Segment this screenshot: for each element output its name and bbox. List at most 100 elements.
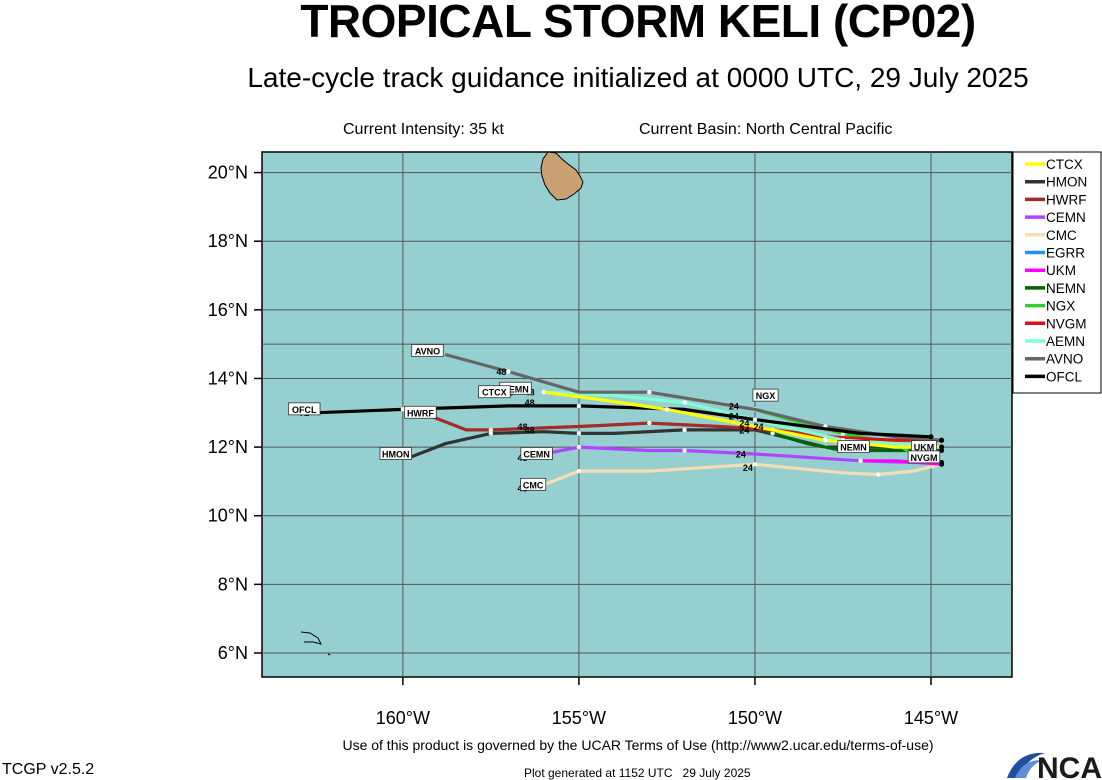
lon-tick-label: 160°W xyxy=(376,708,430,728)
lat-tick-label: 6°N xyxy=(218,643,248,663)
track-point xyxy=(682,448,687,453)
legend-label: NEMN xyxy=(1046,281,1086,296)
legend-label: UKM xyxy=(1046,263,1076,278)
track-point xyxy=(576,431,582,436)
track-label-box xyxy=(411,344,444,357)
hour-label: 48 xyxy=(525,398,535,408)
version-label: TCGP v2.5.2 xyxy=(2,761,95,778)
hour-label: 24 xyxy=(729,401,739,411)
hour-label: 48 xyxy=(496,367,506,377)
big-island-landmass xyxy=(540,151,584,201)
map-ocean xyxy=(261,151,1013,678)
track-label-box xyxy=(520,477,547,491)
legend-label: AEMN xyxy=(1046,334,1085,349)
track-point xyxy=(576,468,582,474)
model-tracks xyxy=(314,352,945,487)
track-point xyxy=(858,458,863,464)
lat-tick-label: 12°N xyxy=(208,437,248,457)
lat-tick-label: 16°N xyxy=(208,300,248,320)
track-label-ctcx: CTCX xyxy=(478,385,511,399)
track-ctcx xyxy=(543,390,942,449)
legend-item-hmon: HMON xyxy=(1025,175,1087,190)
legend-box xyxy=(1012,151,1102,394)
track-label-box xyxy=(404,405,437,419)
track-label-text: HWRF xyxy=(407,408,434,418)
track-label-text: NEMN xyxy=(840,443,867,453)
track-origin-point xyxy=(939,448,945,454)
track-cmc xyxy=(543,462,942,487)
ncar-logo-text: NCAR xyxy=(1037,752,1102,780)
track-label-hmon: HMON xyxy=(379,447,413,460)
legend-item-egrr: EGRR xyxy=(1025,246,1085,261)
legend-item-aemn: AEMN xyxy=(1025,334,1085,349)
track-label-text: NVGM xyxy=(910,453,937,463)
terms-of-use: Use of this product is governed by the U… xyxy=(342,737,934,753)
hour-label: 48 xyxy=(518,422,528,432)
track-label-cemn: CEMN xyxy=(520,447,553,460)
track-label-text: CMC xyxy=(523,480,544,490)
legend-item-ukm: UKM xyxy=(1025,263,1076,278)
track-label-box xyxy=(837,440,870,453)
track-label-nemn: NEMN xyxy=(837,440,870,453)
axis-tick-labels: 160°W 155°W 150°W 145°W 20°N 18°N 16°N 14°N 12°N… xyxy=(208,163,958,728)
track-label-cmc: CMC xyxy=(520,477,547,491)
track-point xyxy=(752,462,758,467)
small-island-outline xyxy=(300,631,322,645)
track-point xyxy=(506,369,511,374)
track-label-text: CEMN xyxy=(523,449,550,459)
track-label-box xyxy=(907,450,941,464)
legend-label: CMC xyxy=(1046,228,1077,243)
track-point xyxy=(664,407,670,412)
track-label-box xyxy=(288,402,321,416)
legend-item-ctcx: CTCX xyxy=(1025,157,1083,172)
track-point xyxy=(823,438,828,443)
track-label-text: OFCL xyxy=(292,405,317,415)
track-origin-point xyxy=(939,461,945,467)
hour-label: 24 xyxy=(753,422,763,432)
legend-item-cmc: CMC xyxy=(1025,228,1077,243)
track-label-ngx: NGX xyxy=(752,388,779,402)
small-island-dot xyxy=(327,653,331,656)
track-label-nvgm: NVGM xyxy=(907,450,941,464)
legend-item-nemn: NEMN xyxy=(1025,281,1086,296)
lat-tick-label: 18°N xyxy=(208,231,248,251)
track-point xyxy=(770,431,775,436)
lat-tick-label: 8°N xyxy=(218,574,248,594)
hour-label: 24 xyxy=(743,463,753,473)
track-label-box xyxy=(478,385,511,399)
lat-tick-label: 14°N xyxy=(208,368,248,388)
lat-tick-label: 10°N xyxy=(208,506,248,526)
track-point xyxy=(576,444,582,450)
hour-label: 24 xyxy=(739,419,749,429)
legend-label: NGX xyxy=(1046,299,1075,314)
track-point xyxy=(576,403,582,409)
track-label-text: NGX xyxy=(756,391,776,401)
current-intensity: Current Intensity: 35 kt xyxy=(343,121,504,138)
track-point xyxy=(400,407,406,412)
model-legend: CTCX HMON HWRF CEMN CMC EGRR UKM NEMN NGX NVGM AEM… xyxy=(1012,151,1102,394)
lat-tick-label: 20°N xyxy=(208,163,248,183)
track-label-text: AEMN xyxy=(502,384,529,394)
legend-item-ngx: NGX xyxy=(1025,299,1075,314)
track-label-hwrf: HWRF xyxy=(404,405,437,419)
legend-label: NVGM xyxy=(1046,316,1087,331)
hour-label: 24 xyxy=(739,425,749,435)
track-origin-point xyxy=(928,434,934,440)
hour-label: 24 xyxy=(729,412,739,422)
ncar-logo: NCAR xyxy=(1007,752,1102,780)
hour-label: 48 xyxy=(525,425,535,435)
track-point xyxy=(875,472,881,477)
legend-label: HWRF xyxy=(1046,192,1087,207)
track-label-text: AVNO xyxy=(415,347,440,357)
track-point xyxy=(541,389,546,395)
track-point xyxy=(682,400,687,405)
lon-tick-label: 150°W xyxy=(728,708,782,728)
legend-label: OFCL xyxy=(1046,369,1082,384)
track-point xyxy=(488,427,494,433)
legend-item-ofcl: OFCL xyxy=(1025,369,1082,384)
legend-label: CTCX xyxy=(1046,157,1083,172)
track-point xyxy=(647,389,652,395)
track-point xyxy=(752,417,758,422)
chart-title: TROPICAL STORM KELI (CP02) xyxy=(300,0,976,47)
